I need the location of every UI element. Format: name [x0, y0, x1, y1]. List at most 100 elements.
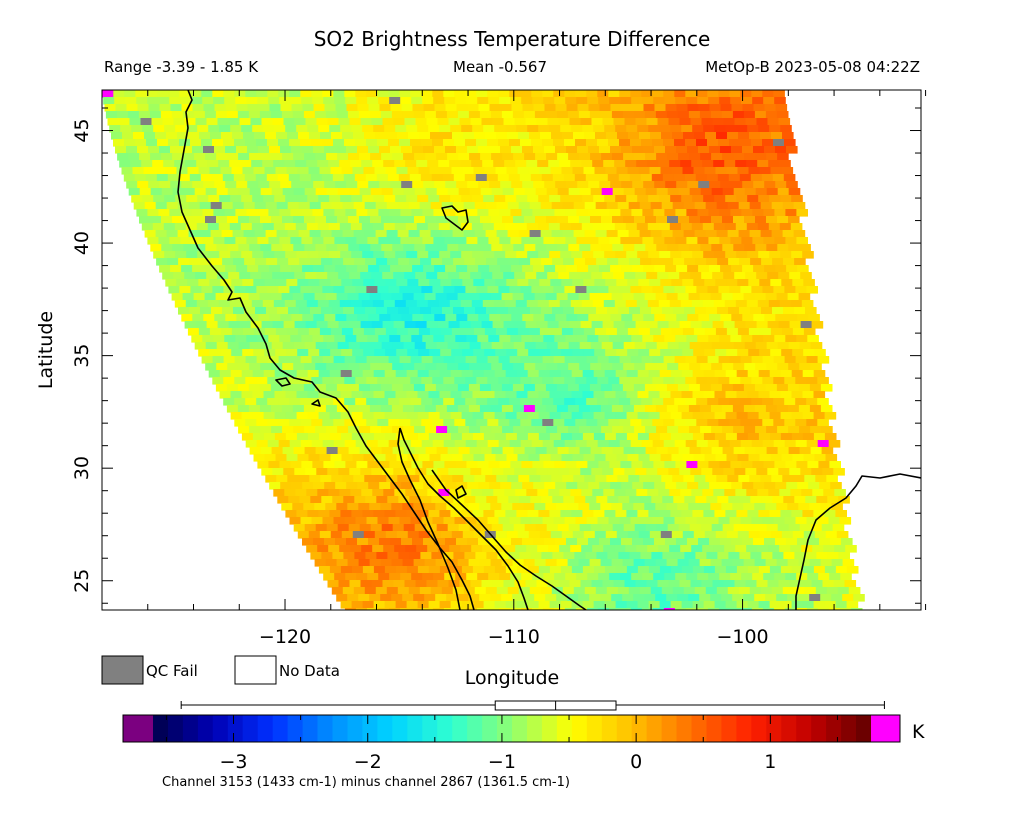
heatmap-cell — [319, 349, 331, 357]
heatmap-cell — [345, 97, 357, 105]
colorbar-segment — [766, 715, 782, 742]
heatmap-cell — [259, 293, 272, 301]
heatmap-cell — [516, 412, 529, 420]
heatmap-cell — [516, 251, 528, 259]
heatmap-cell — [261, 272, 273, 280]
heatmap-cell — [291, 104, 304, 112]
heatmap-cell — [399, 608, 412, 610]
heatmap-cell — [824, 601, 837, 609]
heatmap-cell — [279, 209, 291, 217]
heatmap-cell — [204, 293, 217, 301]
heatmap-cell — [608, 90, 620, 98]
heatmap-cell — [476, 377, 488, 385]
heatmap-cell — [256, 139, 268, 147]
heatmap-cell — [564, 377, 576, 385]
heatmap-cell — [717, 307, 729, 315]
heatmap-cell — [381, 216, 393, 224]
heatmap-cell — [187, 279, 199, 287]
heatmap-cell — [249, 447, 262, 455]
heatmap-cell — [751, 286, 763, 294]
heatmap-cell — [557, 363, 569, 371]
heatmap-cell — [380, 293, 393, 301]
heatmap-cell — [414, 216, 426, 224]
colorbar-tick-label: −3 — [220, 751, 248, 773]
heatmap-cell — [744, 216, 756, 224]
heatmap-cell — [513, 363, 525, 371]
heatmap-cell — [310, 552, 322, 560]
heatmap-cell — [811, 321, 824, 329]
heatmap-cell — [743, 111, 756, 119]
heatmap-cell — [555, 181, 567, 189]
heatmap-cell — [520, 440, 533, 448]
heatmap-cell — [430, 202, 443, 210]
heatmap-cell — [431, 552, 443, 560]
heatmap-cell — [401, 104, 414, 112]
heatmap-cell — [504, 300, 517, 308]
heatmap-cell — [317, 160, 329, 168]
heatmap-cell — [740, 608, 753, 610]
heatmap-cell — [405, 160, 417, 168]
heatmap-cell — [438, 545, 450, 553]
heatmap-cell — [683, 230, 696, 238]
heatmap-cell — [169, 237, 181, 245]
heatmap-cell — [419, 587, 432, 595]
heatmap-cell — [400, 97, 412, 105]
heatmap-cell — [234, 356, 247, 364]
heatmap-cell — [233, 258, 245, 266]
heatmap-cell — [589, 503, 601, 511]
heatmap-cell — [789, 272, 801, 280]
heatmap-cell — [661, 587, 674, 595]
heatmap-cell — [331, 587, 344, 595]
heatmap-cell — [709, 104, 722, 112]
heatmap-cell — [488, 335, 500, 343]
heatmap-cell — [464, 174, 477, 182]
heatmap-cell — [690, 272, 702, 280]
heatmap-cell — [646, 580, 659, 588]
heatmap-cell — [546, 153, 558, 161]
heatmap-cell — [402, 293, 415, 301]
heatmap-cell — [835, 601, 848, 609]
heatmap-cell — [497, 496, 509, 504]
heatmap-cell — [575, 377, 587, 385]
colorbar-over-swatch — [871, 715, 900, 742]
heatmap-cell — [738, 475, 750, 483]
heatmap-cell — [469, 524, 482, 532]
heatmap-cell — [720, 265, 732, 273]
heatmap-cell — [454, 440, 467, 448]
heatmap-cell — [703, 412, 716, 420]
heatmap-cell — [445, 146, 457, 154]
heatmap-cell — [294, 321, 307, 329]
heatmap-cell — [586, 517, 599, 525]
heatmap-cell — [617, 587, 630, 595]
colorbar-segment — [362, 715, 378, 742]
heatmap-cell — [678, 216, 690, 224]
heatmap-cell — [347, 293, 360, 301]
heatmap-cell — [533, 482, 545, 490]
heatmap-cell — [267, 398, 279, 406]
heatmap-cell — [450, 251, 462, 259]
heatmap-cell — [605, 349, 617, 357]
heatmap-cell — [640, 496, 652, 504]
heatmap-cell — [377, 377, 389, 385]
heatmap-cell — [567, 293, 580, 301]
heatmap-cell — [827, 552, 839, 560]
heatmap-cell — [231, 167, 244, 175]
heatmap-cell — [593, 510, 605, 518]
heatmap-cell — [589, 293, 602, 301]
heatmap-cell — [430, 132, 442, 140]
heatmap-cell — [124, 139, 136, 147]
heatmap-cell — [309, 475, 321, 483]
heatmap-cell — [640, 258, 652, 266]
heatmap-cell — [418, 328, 431, 336]
heatmap-cell — [740, 517, 753, 525]
heatmap-cell — [232, 202, 245, 210]
heatmap-cell — [355, 356, 368, 364]
heatmap-cell — [329, 125, 341, 133]
heatmap-cell — [742, 314, 754, 322]
heatmap-cell — [510, 573, 522, 581]
heatmap-cell — [687, 265, 699, 273]
heatmap-cell — [178, 258, 190, 266]
heatmap-cell — [579, 447, 592, 455]
heatmap-cell — [797, 314, 809, 322]
heatmap-cell — [238, 426, 250, 434]
